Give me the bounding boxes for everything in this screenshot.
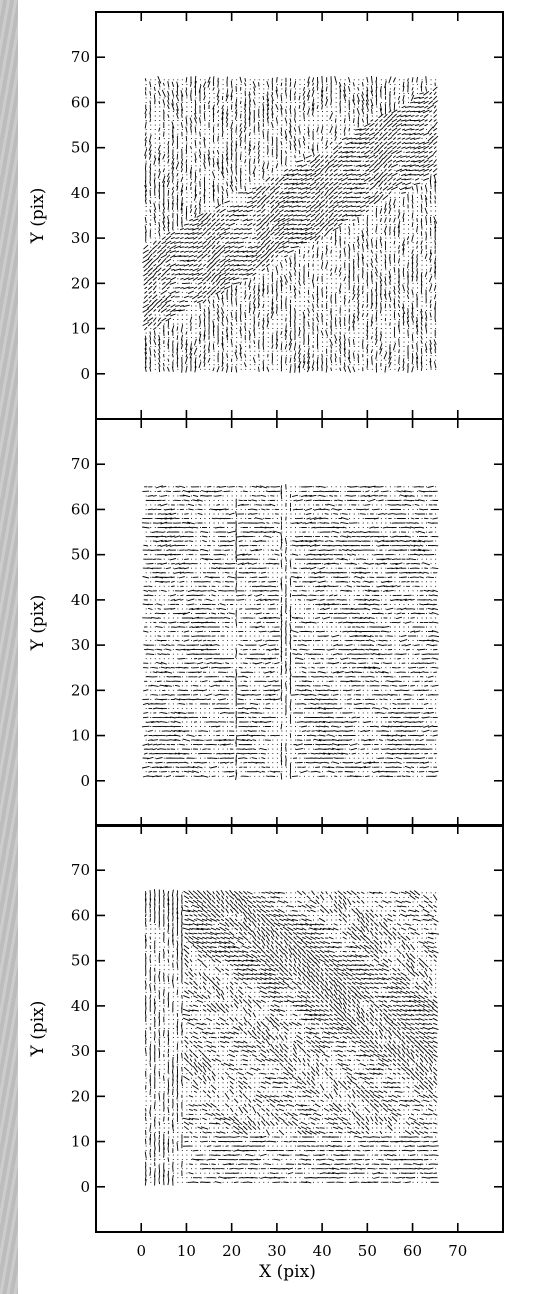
y-tick-label: 10 bbox=[71, 320, 90, 338]
vector-field bbox=[144, 889, 440, 1186]
y-tick-label: 70 bbox=[71, 48, 90, 66]
y-tick-label: 50 bbox=[71, 139, 90, 157]
x-tick-label: 60 bbox=[403, 1242, 422, 1260]
plot-paper bbox=[18, 0, 539, 1294]
y-tick-label: 40 bbox=[71, 591, 90, 609]
x-tick-label: 20 bbox=[222, 1242, 241, 1260]
x-tick-label: 50 bbox=[358, 1242, 377, 1260]
y-axis-title: Y (pix) bbox=[28, 595, 48, 652]
x-tick-label: 40 bbox=[313, 1242, 332, 1260]
y-tick-label: 50 bbox=[71, 546, 90, 564]
y-tick-label: 0 bbox=[80, 772, 90, 790]
tick-marks bbox=[96, 12, 503, 419]
panel-top: 0 10 20 30 40 50 60 70 Y (pix) bbox=[28, 11, 504, 420]
y-tick-label: 30 bbox=[71, 1042, 90, 1060]
y-tick-label: 30 bbox=[71, 636, 90, 654]
x-tick-label: 30 bbox=[267, 1242, 286, 1260]
x-axis-title: X (pix) bbox=[259, 1262, 316, 1282]
tick-marks bbox=[96, 419, 503, 826]
y-axis-title: Y (pix) bbox=[28, 188, 48, 245]
y-tick-label: 40 bbox=[71, 997, 90, 1015]
x-tick-label: 70 bbox=[448, 1242, 467, 1260]
y-tick-label: 20 bbox=[71, 274, 90, 292]
y-axis-title: Y (pix) bbox=[28, 1001, 48, 1058]
vector-field bbox=[142, 75, 439, 374]
y-tick-label: 10 bbox=[71, 1133, 90, 1151]
panel-frame bbox=[95, 824, 504, 1233]
y-tick-label: 0 bbox=[80, 1178, 90, 1196]
y-tick-label: 40 bbox=[71, 184, 90, 202]
y-tick-label: 50 bbox=[71, 952, 90, 970]
vector-field bbox=[141, 484, 440, 781]
x-tick-label: 0 bbox=[136, 1242, 146, 1260]
y-tick-label: 0 bbox=[80, 365, 90, 383]
y-tick-label: 10 bbox=[71, 727, 90, 745]
y-tick-label: 20 bbox=[71, 1087, 90, 1105]
y-tick-label: 60 bbox=[71, 93, 90, 111]
vector-segments bbox=[141, 484, 440, 781]
tick-marks bbox=[96, 825, 503, 1232]
x-tick-label: 10 bbox=[177, 1242, 196, 1260]
y-tick-label: 70 bbox=[71, 455, 90, 473]
vector-segments bbox=[144, 889, 440, 1186]
panel-bottom: 0 10 20 30 40 50 60 70 0 10 20 30 40 50 60 70 Y (pix) X (… bbox=[28, 824, 504, 1282]
y-tick-label: 60 bbox=[71, 500, 90, 518]
y-tick-label: 60 bbox=[71, 906, 90, 924]
y-tick-label: 30 bbox=[71, 229, 90, 247]
y-tick-label: 20 bbox=[71, 681, 90, 699]
vector-segments bbox=[142, 75, 439, 374]
y-tick-label: 70 bbox=[71, 861, 90, 879]
panel-middle: 0 10 20 30 40 50 60 70 Y (pix) bbox=[28, 418, 504, 827]
